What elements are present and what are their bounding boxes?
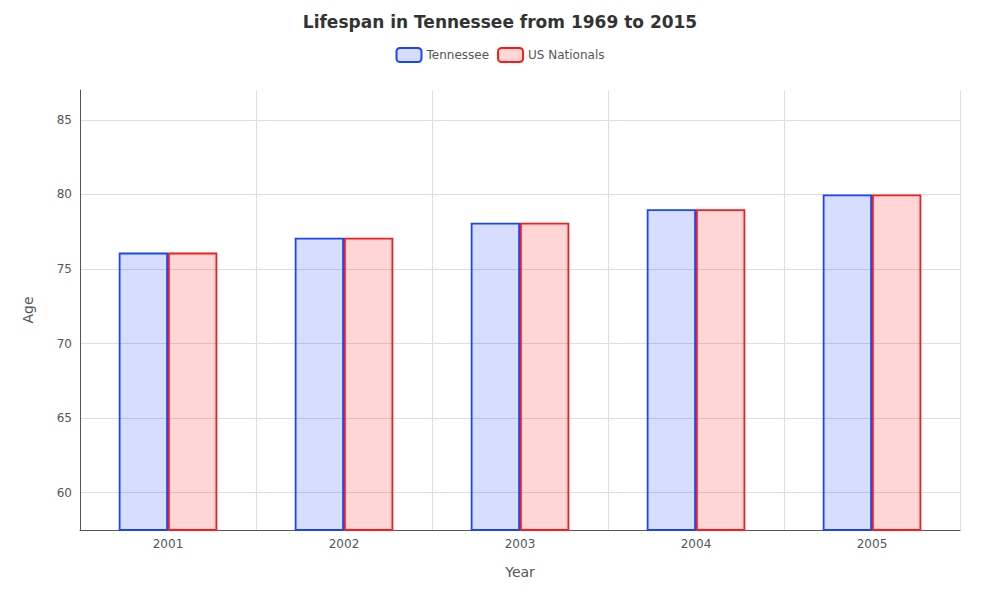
svg-text:75: 75	[57, 262, 72, 276]
svg-text:2003: 2003	[505, 537, 536, 551]
svg-text:2002: 2002	[329, 537, 360, 551]
svg-text:70: 70	[57, 337, 72, 351]
svg-text:Tennessee: Tennessee	[425, 48, 489, 62]
svg-text:85: 85	[57, 113, 72, 127]
svg-text:Age: Age	[20, 296, 36, 323]
svg-text:Lifespan in Tennessee from 196: Lifespan in Tennessee from 1969 to 2015	[303, 12, 697, 32]
svg-text:US Nationals: US Nationals	[528, 48, 604, 62]
svg-text:2004: 2004	[681, 537, 712, 551]
svg-text:65: 65	[57, 411, 72, 425]
svg-text:80: 80	[57, 187, 72, 201]
svg-text:60: 60	[57, 486, 72, 500]
svg-text:Year: Year	[504, 564, 535, 580]
svg-text:2005: 2005	[857, 537, 888, 551]
svg-text:2001: 2001	[153, 537, 184, 551]
